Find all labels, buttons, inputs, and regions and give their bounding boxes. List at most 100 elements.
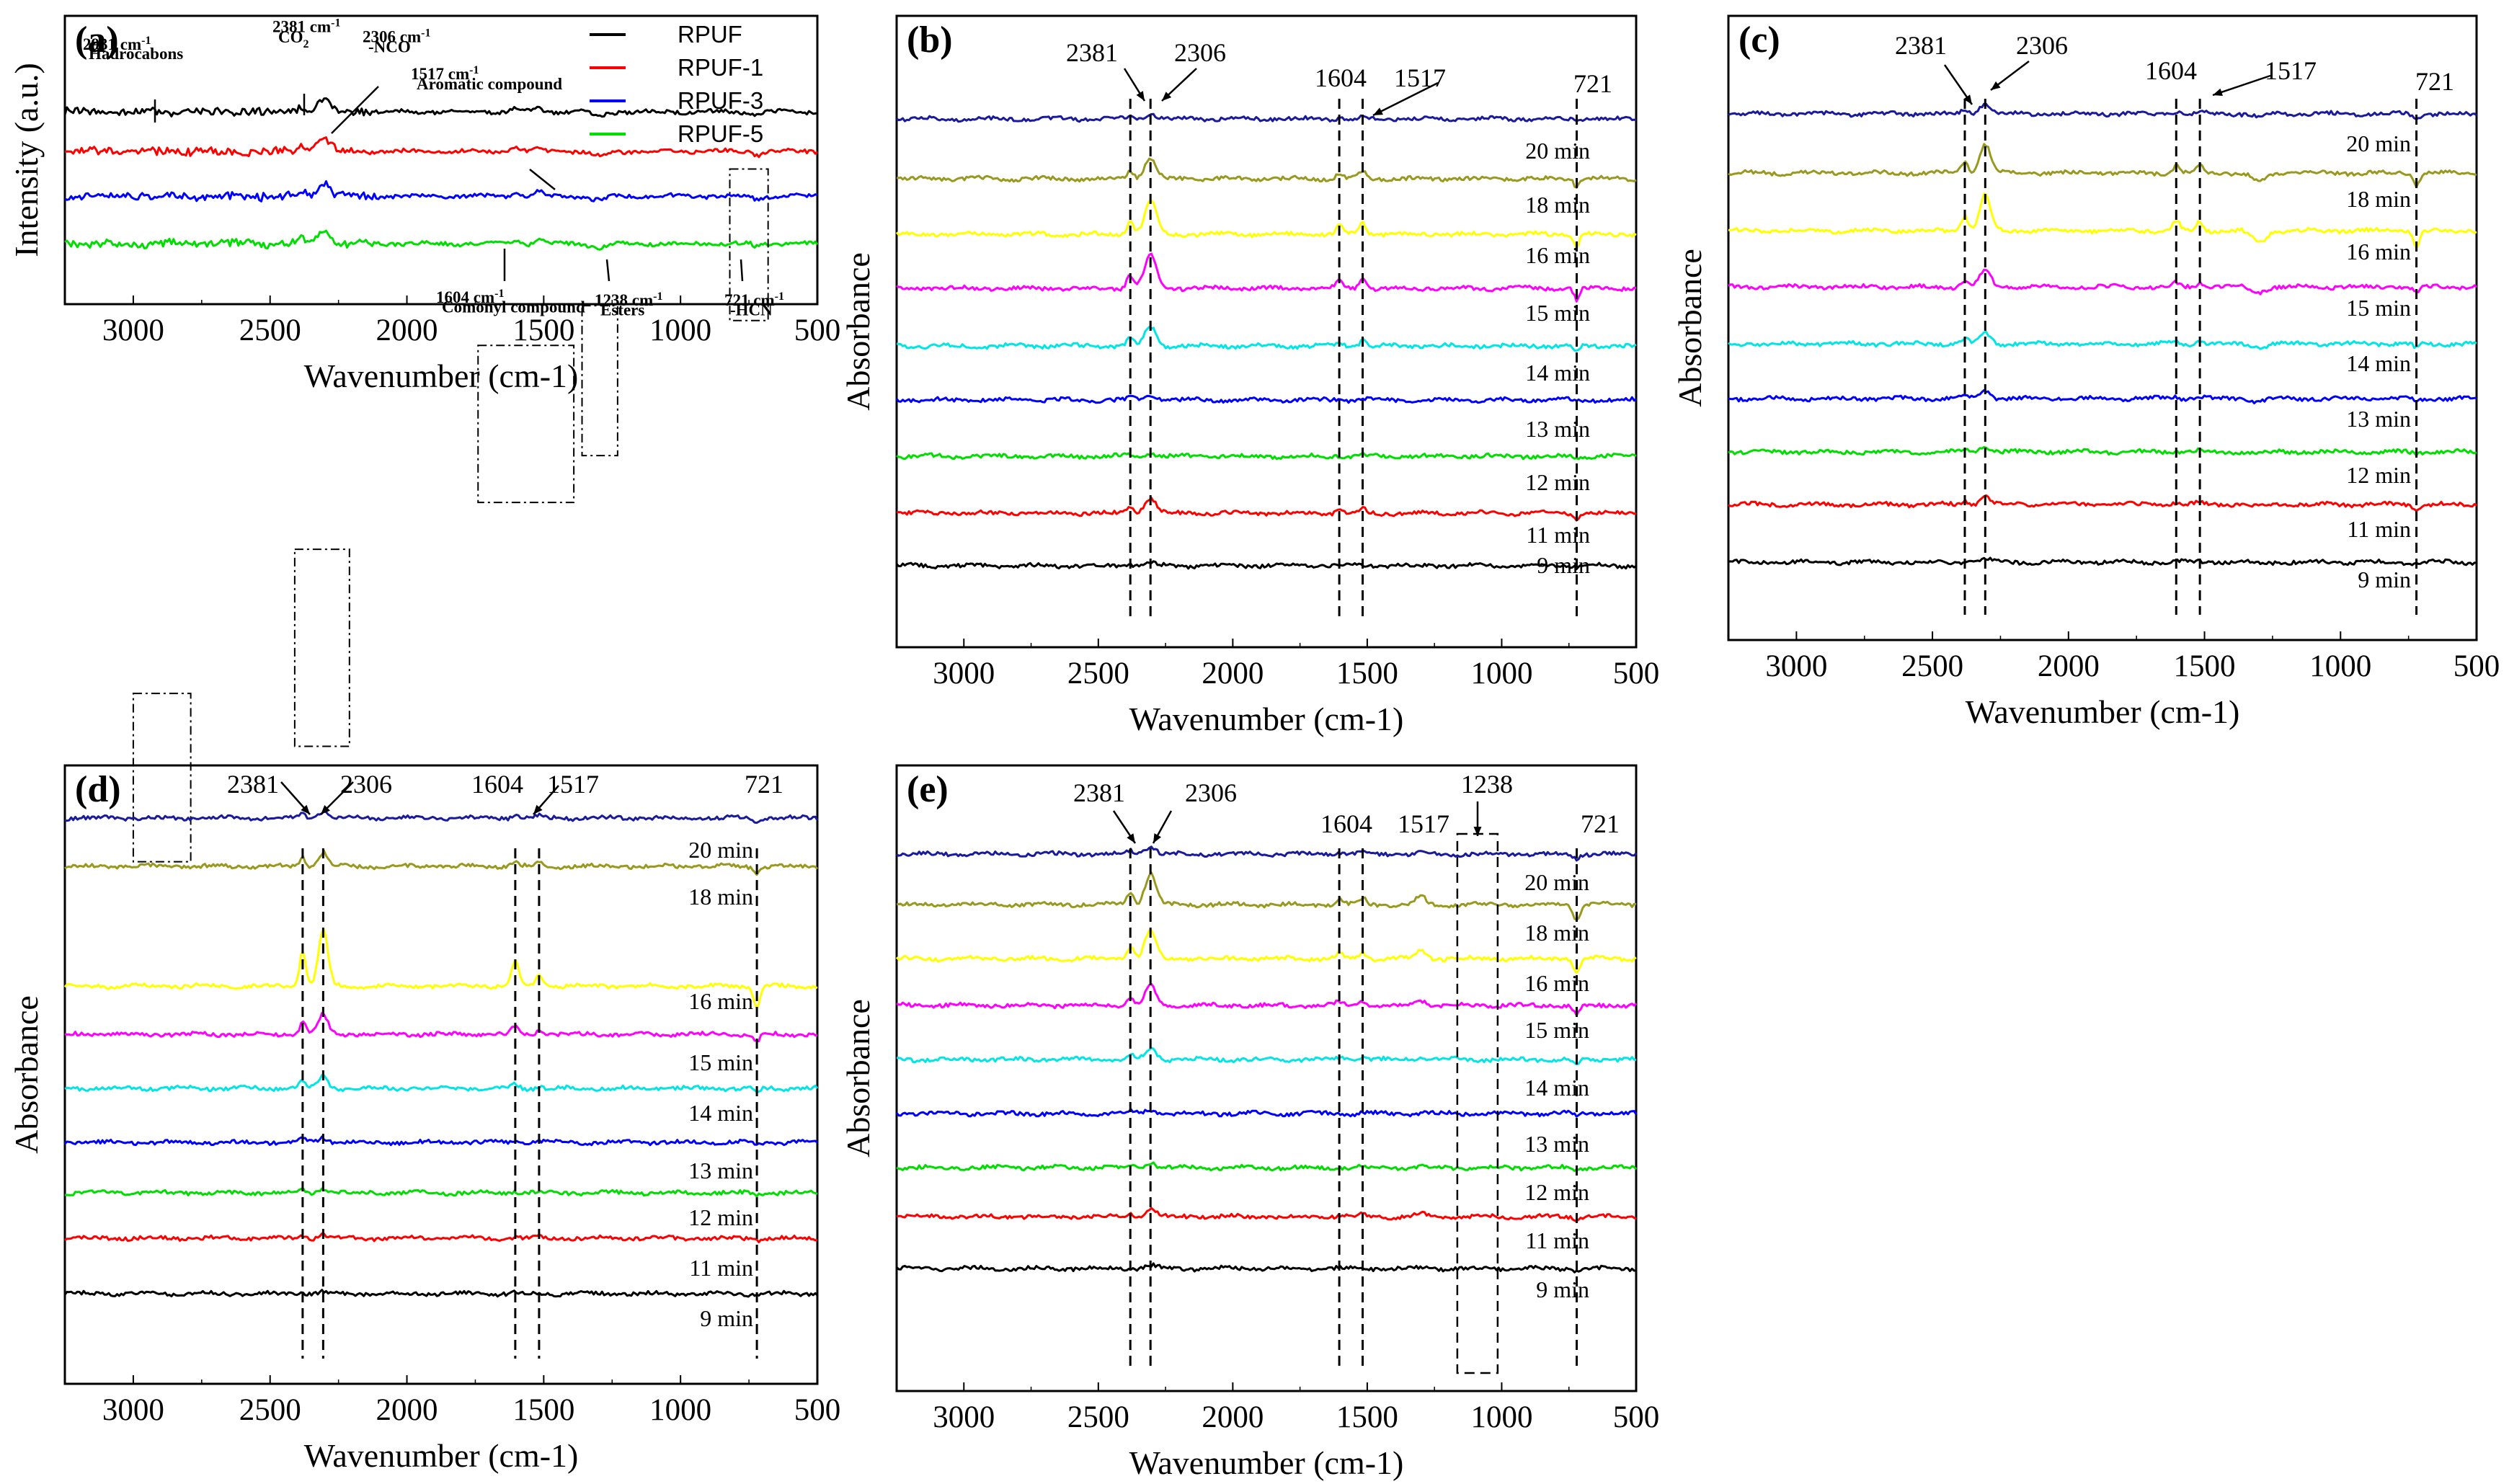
annotation-box xyxy=(1456,832,1499,1374)
arrow-head xyxy=(1136,91,1145,101)
x-tick-label: 1000 xyxy=(649,314,711,347)
annotation-arrow xyxy=(2212,74,2271,97)
legend-label: RPUF xyxy=(678,21,742,48)
series-line xyxy=(896,845,1638,862)
x-tick-label: 2500 xyxy=(239,314,301,347)
x-axis-title: Wavenumber (cm-1) xyxy=(304,357,579,394)
peak-label: 721 xyxy=(1581,809,1620,838)
series-line xyxy=(896,252,1637,303)
legend-label: RPUF-1 xyxy=(678,54,763,81)
peak-label: 2381 xyxy=(1073,778,1125,807)
x-tick-label: 1000 xyxy=(1470,657,1532,690)
annotation-assignment: -NCO xyxy=(368,38,411,56)
panel-label: (b) xyxy=(907,19,953,61)
x-tick-label: 3000 xyxy=(933,657,995,690)
series-line xyxy=(64,229,819,251)
arrow-head xyxy=(321,805,330,814)
time-label: 16 min xyxy=(688,988,753,1014)
series-line xyxy=(63,928,818,1010)
legend: RPUF RPUF-1 RPUF-3 RPUF-5 xyxy=(590,21,763,147)
series-line xyxy=(896,112,1637,123)
annotation-wavenumber: 1238 cm-1 xyxy=(595,290,662,309)
arrow-head xyxy=(1963,94,1972,105)
time-label: 11 min xyxy=(689,1255,753,1281)
series-line xyxy=(64,1232,818,1243)
series-line xyxy=(1728,268,2477,296)
series-line xyxy=(1728,192,2477,249)
series-line xyxy=(63,1135,818,1147)
annotation-wavenumber: 1604 cm-1 xyxy=(436,288,504,306)
time-label: 20 min xyxy=(2346,130,2411,156)
annotation-wavenumber: 2381 cm-1 xyxy=(272,17,340,35)
series-line xyxy=(64,809,819,825)
arrow-head xyxy=(533,804,543,814)
time-label: 14 min xyxy=(688,1100,753,1126)
x-tick-label: 1500 xyxy=(2174,649,2236,683)
time-label: 12 min xyxy=(1524,1179,1589,1205)
peak-label: 1604 xyxy=(471,770,523,799)
series-line xyxy=(896,497,1637,522)
series-line xyxy=(1728,102,2477,120)
arrow-head xyxy=(2213,88,2223,97)
x-tick-label: 500 xyxy=(1613,1400,1660,1434)
time-label: 18 min xyxy=(1525,192,1590,218)
series-line xyxy=(897,157,1637,189)
annotation-box xyxy=(729,168,769,321)
x-tick-label: 2000 xyxy=(376,1393,438,1427)
plot-frame xyxy=(63,14,819,306)
series-line xyxy=(63,97,818,118)
x-tick-label: 500 xyxy=(794,314,841,347)
time-label: 13 min xyxy=(688,1158,753,1183)
annotation-wavenumber: 2931 cm-1 xyxy=(83,35,151,53)
chart-panel-e: 3000 2500 2000 1500 1000 500 Wavenumber (cm-1)… xyxy=(840,764,1660,1481)
peak-label: 1604 xyxy=(2145,56,2197,85)
annotation-box xyxy=(293,548,350,747)
annotation-assignment: Comonyl compound xyxy=(442,298,585,316)
x-axis-title: Wavenumber (cm-1) xyxy=(1966,693,2240,730)
arrow-head xyxy=(1127,833,1135,843)
time-label: 16 min xyxy=(1525,242,1590,268)
x-tick-label: 3000 xyxy=(1765,649,1827,683)
series-line xyxy=(64,180,818,203)
annotation-arrow xyxy=(331,86,379,134)
series-line xyxy=(895,1262,1637,1274)
arrow-head xyxy=(1162,92,1172,101)
time-label: 15 min xyxy=(1525,300,1590,326)
time-label: 13 min xyxy=(2346,406,2411,432)
peak-label: 721 xyxy=(1573,69,1612,98)
series-line xyxy=(896,1161,1638,1173)
series-line xyxy=(896,1207,1637,1222)
peak-label: 1517 xyxy=(2265,56,2317,85)
series-line xyxy=(64,136,818,159)
arrow-head xyxy=(301,804,310,814)
series-line xyxy=(896,326,1637,352)
series-line xyxy=(896,982,1638,1017)
peak-label: 1517 xyxy=(1394,63,1446,92)
plot-frame xyxy=(1727,14,2478,641)
y-axis-title: Absorbance xyxy=(840,999,876,1158)
x-tick-label: 2000 xyxy=(1202,657,1264,690)
time-label: 11 min xyxy=(2347,516,2411,542)
x-tick-label: 1000 xyxy=(649,1393,711,1427)
series-line xyxy=(895,394,1637,404)
annotation-box xyxy=(477,345,575,504)
x-tick-label: 2500 xyxy=(239,1393,301,1427)
annotation-wavenumber: 2306 cm-1 xyxy=(363,27,430,46)
annotation-assignment: -HCN xyxy=(730,301,773,319)
series-line xyxy=(63,1289,819,1298)
peak-label: 2306 xyxy=(1185,778,1237,807)
series-line xyxy=(896,1047,1637,1066)
x-tick-label: 500 xyxy=(1613,657,1660,690)
series-line xyxy=(896,451,1637,461)
chart-panel-d: 3000 2500 2000 1500 1000 500 Wavenumber (cm-1)… xyxy=(8,764,840,1474)
chart-panel-b: 3000 2500 2000 1500 1000 500 Wavenumber (cm-1)… xyxy=(840,14,1660,737)
annotation-wavenumber: 721 cm-1 xyxy=(724,290,784,309)
panel-label: (e) xyxy=(907,769,949,810)
legend-label: RPUF-5 xyxy=(678,120,763,147)
panel-label: (c) xyxy=(1738,19,1780,61)
time-label: 11 min xyxy=(1525,1227,1589,1253)
arrow-head xyxy=(1373,107,1383,115)
x-tick-label: 1500 xyxy=(1336,1400,1398,1434)
x-tick-label: 1000 xyxy=(1470,1400,1532,1434)
